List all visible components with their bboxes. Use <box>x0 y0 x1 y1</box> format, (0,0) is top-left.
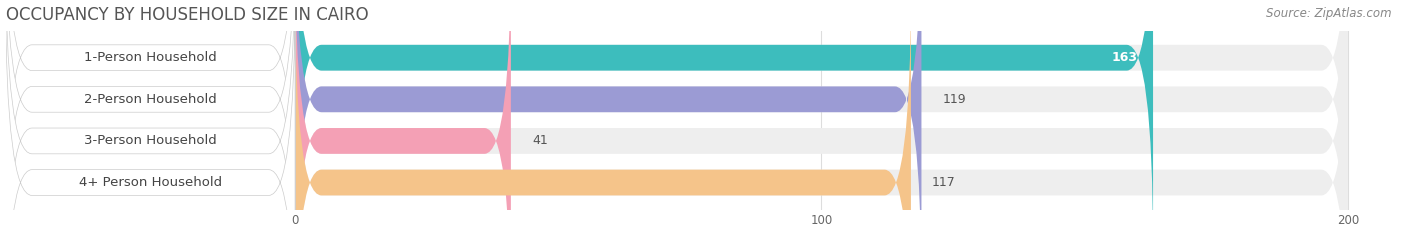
Text: Source: ZipAtlas.com: Source: ZipAtlas.com <box>1267 7 1392 20</box>
Text: 41: 41 <box>531 134 548 147</box>
FancyBboxPatch shape <box>295 0 1153 233</box>
FancyBboxPatch shape <box>295 0 1348 233</box>
FancyBboxPatch shape <box>295 0 1348 233</box>
Text: 119: 119 <box>942 93 966 106</box>
Text: 4+ Person Household: 4+ Person Household <box>79 176 222 189</box>
FancyBboxPatch shape <box>6 0 295 233</box>
FancyBboxPatch shape <box>6 0 295 233</box>
Text: 3-Person Household: 3-Person Household <box>84 134 217 147</box>
Text: 1-Person Household: 1-Person Household <box>84 51 217 64</box>
FancyBboxPatch shape <box>295 0 1348 233</box>
FancyBboxPatch shape <box>6 0 295 233</box>
Text: 2-Person Household: 2-Person Household <box>84 93 217 106</box>
FancyBboxPatch shape <box>295 0 1348 233</box>
Text: 117: 117 <box>932 176 956 189</box>
FancyBboxPatch shape <box>6 0 295 233</box>
Text: 163: 163 <box>1111 51 1137 64</box>
FancyBboxPatch shape <box>295 0 921 233</box>
FancyBboxPatch shape <box>295 0 911 233</box>
FancyBboxPatch shape <box>295 0 510 233</box>
Text: OCCUPANCY BY HOUSEHOLD SIZE IN CAIRO: OCCUPANCY BY HOUSEHOLD SIZE IN CAIRO <box>6 6 368 24</box>
